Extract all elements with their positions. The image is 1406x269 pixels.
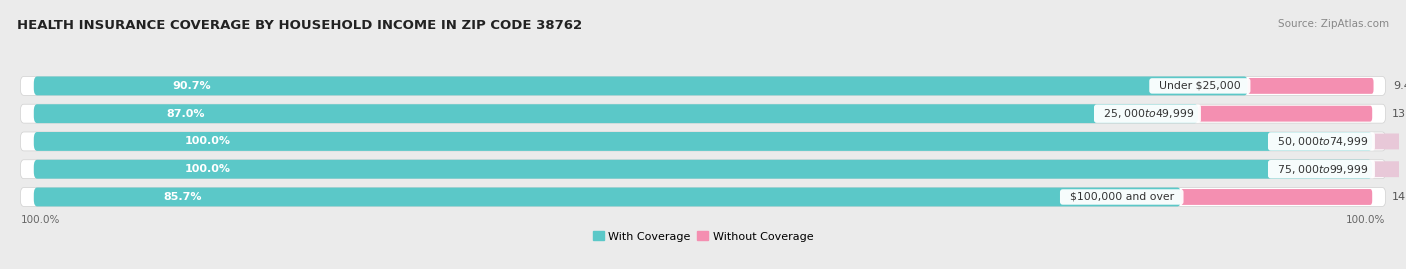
Text: 13.0%: 13.0% <box>1392 109 1406 119</box>
FancyBboxPatch shape <box>1247 78 1374 94</box>
Text: 14.3%: 14.3% <box>1392 192 1406 202</box>
Text: 100.0%: 100.0% <box>1346 215 1385 225</box>
FancyBboxPatch shape <box>21 187 1385 206</box>
FancyBboxPatch shape <box>21 132 1385 151</box>
FancyBboxPatch shape <box>1198 106 1372 122</box>
FancyBboxPatch shape <box>21 104 1385 123</box>
Text: $100,000 and over: $100,000 and over <box>1063 192 1181 202</box>
Text: 87.0%: 87.0% <box>166 109 204 119</box>
FancyBboxPatch shape <box>34 160 1372 179</box>
Text: Under $25,000: Under $25,000 <box>1152 81 1247 91</box>
FancyBboxPatch shape <box>34 104 1198 123</box>
Text: 85.7%: 85.7% <box>163 192 202 202</box>
Text: HEALTH INSURANCE COVERAGE BY HOUSEHOLD INCOME IN ZIP CODE 38762: HEALTH INSURANCE COVERAGE BY HOUSEHOLD I… <box>17 19 582 32</box>
Text: Source: ZipAtlas.com: Source: ZipAtlas.com <box>1278 19 1389 29</box>
Text: $50,000 to $74,999: $50,000 to $74,999 <box>1271 135 1372 148</box>
Text: 100.0%: 100.0% <box>184 164 231 174</box>
Legend: With Coverage, Without Coverage: With Coverage, Without Coverage <box>588 227 818 246</box>
FancyBboxPatch shape <box>21 160 1385 179</box>
Text: $75,000 to $99,999: $75,000 to $99,999 <box>1271 163 1372 176</box>
Text: 90.7%: 90.7% <box>173 81 211 91</box>
Text: 9.4%: 9.4% <box>1393 81 1406 91</box>
Text: 100.0%: 100.0% <box>184 136 231 146</box>
FancyBboxPatch shape <box>34 132 1372 151</box>
Text: $25,000 to $49,999: $25,000 to $49,999 <box>1097 107 1198 120</box>
FancyBboxPatch shape <box>1372 133 1406 149</box>
FancyBboxPatch shape <box>34 76 1247 95</box>
FancyBboxPatch shape <box>21 76 1385 95</box>
FancyBboxPatch shape <box>34 187 1181 206</box>
Text: 100.0%: 100.0% <box>21 215 60 225</box>
FancyBboxPatch shape <box>1181 189 1372 205</box>
FancyBboxPatch shape <box>1372 161 1406 177</box>
